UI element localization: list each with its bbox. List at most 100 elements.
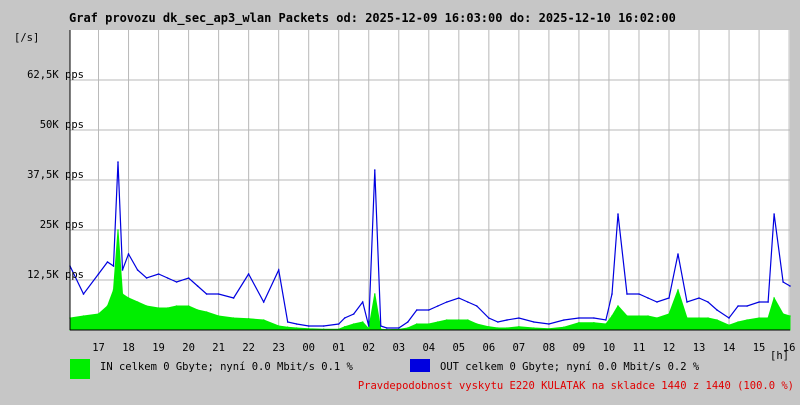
series-out-point [605,319,607,321]
series-out-point [437,305,439,307]
axes [69,30,790,331]
x-tick-label: 11 [633,342,646,354]
x-tick-label: 19 [152,342,165,354]
footer-note: Pravdepodobnost vyskytu E220 KULATAK na … [358,380,794,392]
series-in-point [488,326,490,328]
series-out-point [247,273,250,275]
series-in-point [82,315,85,317]
series-out-point [121,269,124,271]
series-in-point [343,326,346,328]
series-out-point [758,301,760,303]
series-out-point [380,325,382,327]
series-out-point [322,325,325,327]
series-out-point [533,321,535,323]
series-in-point [307,328,310,330]
x-tick-label: 04 [422,342,435,354]
series-in-point [166,307,169,309]
series-out-point [773,213,775,215]
x-axis-unit: [h] [770,350,789,362]
series-in-point [232,317,235,319]
series-in-point [605,323,607,325]
series-out-point [187,277,190,279]
y-axis-unit: [/s] [14,32,39,44]
x-tick-label: 08 [543,342,556,354]
series-in-point [593,322,595,324]
x-tick-label: 02 [362,342,375,354]
series-in-point [262,319,265,321]
series-out-point [361,301,364,303]
series-in-point [121,293,124,295]
series-out-point [746,305,748,307]
x-tick-label: 09 [573,342,586,354]
legend-in-swatch [70,359,90,379]
legend-out-label: OUT celkem 0 Gbyte; nyní 0.0 Mbit/s 0.2 … [440,361,700,373]
x-tick-label: 10 [603,342,616,354]
series-in-point [217,315,220,317]
series-out-point [217,293,220,295]
series-out-point [277,269,280,271]
series-out-point [175,281,178,283]
series-in-point [789,315,791,317]
x-tick-label: 03 [392,342,405,354]
series-out-point [428,309,430,311]
series-out-point [638,293,640,295]
x-tick-label: 00 [302,342,315,354]
series-in-point [638,315,640,317]
series-out-point [352,313,355,315]
series-in-point [767,317,769,319]
series-out-point [97,273,100,275]
series-out-point [205,293,208,295]
series-in-point [773,297,775,299]
series-out-point [617,213,619,215]
series-in-point [196,309,199,311]
series-out-point [707,301,709,303]
series-in-point [497,327,499,329]
series-in-point [352,323,355,325]
series-in-point [758,317,760,319]
series-in-point [548,328,550,330]
series-in-point [617,305,619,307]
series-in-point [446,319,448,321]
series-in-point [533,327,535,329]
x-tick-label: 07 [513,342,526,354]
y-tick-label: 37,5K pps [27,169,84,181]
series-in-point [286,326,289,329]
series-in-point [97,313,100,315]
series-in-point [367,328,370,330]
series-out-point [656,301,658,303]
series-in-point [728,324,730,327]
series-out-point [716,309,718,311]
series-in-point [611,315,613,317]
series-out-point [497,321,499,323]
series-out-point [728,317,730,319]
series-in-point [175,305,178,307]
series-out-point [458,297,460,299]
grid-lines [70,30,790,330]
series-out-point [782,281,784,283]
series-in-point [677,289,679,291]
series-out-point [578,317,580,319]
series-in-point [668,313,670,315]
series-out-point [286,321,289,323]
x-tick-label: 05 [452,342,465,354]
series-out-point [668,297,670,299]
series-out-point [136,269,139,271]
series-out-point [593,317,595,319]
series-out-point [686,301,688,303]
series-out-point [232,297,235,299]
series-out-point [737,305,739,307]
series-in-point [112,289,115,291]
series-out-point [548,323,550,325]
series-out-point [626,293,628,295]
series-out-line [69,161,791,329]
x-tick-label: 12 [663,342,676,354]
series-in-point [707,317,709,319]
x-tick-label: 20 [182,342,195,354]
series-in-point [127,297,130,299]
x-tick-label: 16 [783,342,796,354]
series-out-point [106,261,109,263]
chart-title: Graf provozu dk_sec_ap3_wlan Packets od:… [69,11,676,26]
x-tick-label: 13 [693,342,706,354]
